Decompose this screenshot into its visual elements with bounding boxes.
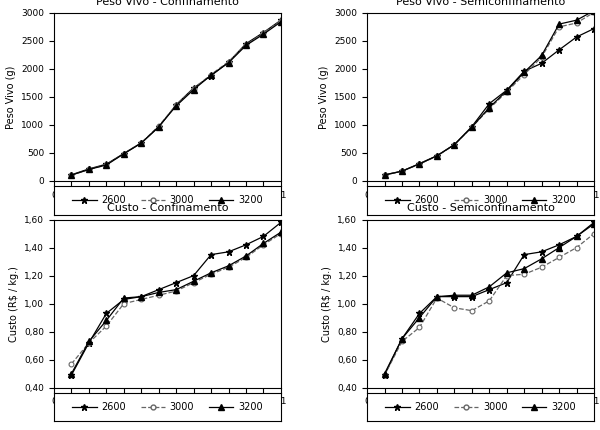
X-axis label: Idade (dias): Idade (dias) [139,412,196,422]
Title: Peso Vivo - Semiconfinamento: Peso Vivo - Semiconfinamento [396,0,565,6]
Title: Peso Vivo - Confinamento: Peso Vivo - Confinamento [96,0,239,6]
Legend: 2600, 3000, 3200: 2600, 3000, 3200 [382,399,578,415]
Y-axis label: Custo (R$ / kg.): Custo (R$ / kg.) [322,266,332,341]
Y-axis label: Peso Vivo (g): Peso Vivo (g) [6,65,16,129]
Legend: 2600, 3000, 3200: 2600, 3000, 3200 [70,192,266,208]
Y-axis label: Custo (R$ / kg.): Custo (R$ / kg.) [9,266,19,341]
Legend: 2600, 3000, 3200: 2600, 3000, 3200 [382,192,578,208]
X-axis label: Idade (dias): Idade (dias) [452,205,509,215]
Title: Custo - Semiconfinamento: Custo - Semiconfinamento [407,203,554,213]
Title: Custo - Confinamento: Custo - Confinamento [107,203,228,213]
Y-axis label: Peso Vivo (g): Peso Vivo (g) [319,65,329,129]
X-axis label: Idade (dias): Idade (dias) [139,205,196,215]
Legend: 2600, 3000, 3200: 2600, 3000, 3200 [70,399,266,415]
X-axis label: Idade (dias): Idade (dias) [452,412,509,422]
